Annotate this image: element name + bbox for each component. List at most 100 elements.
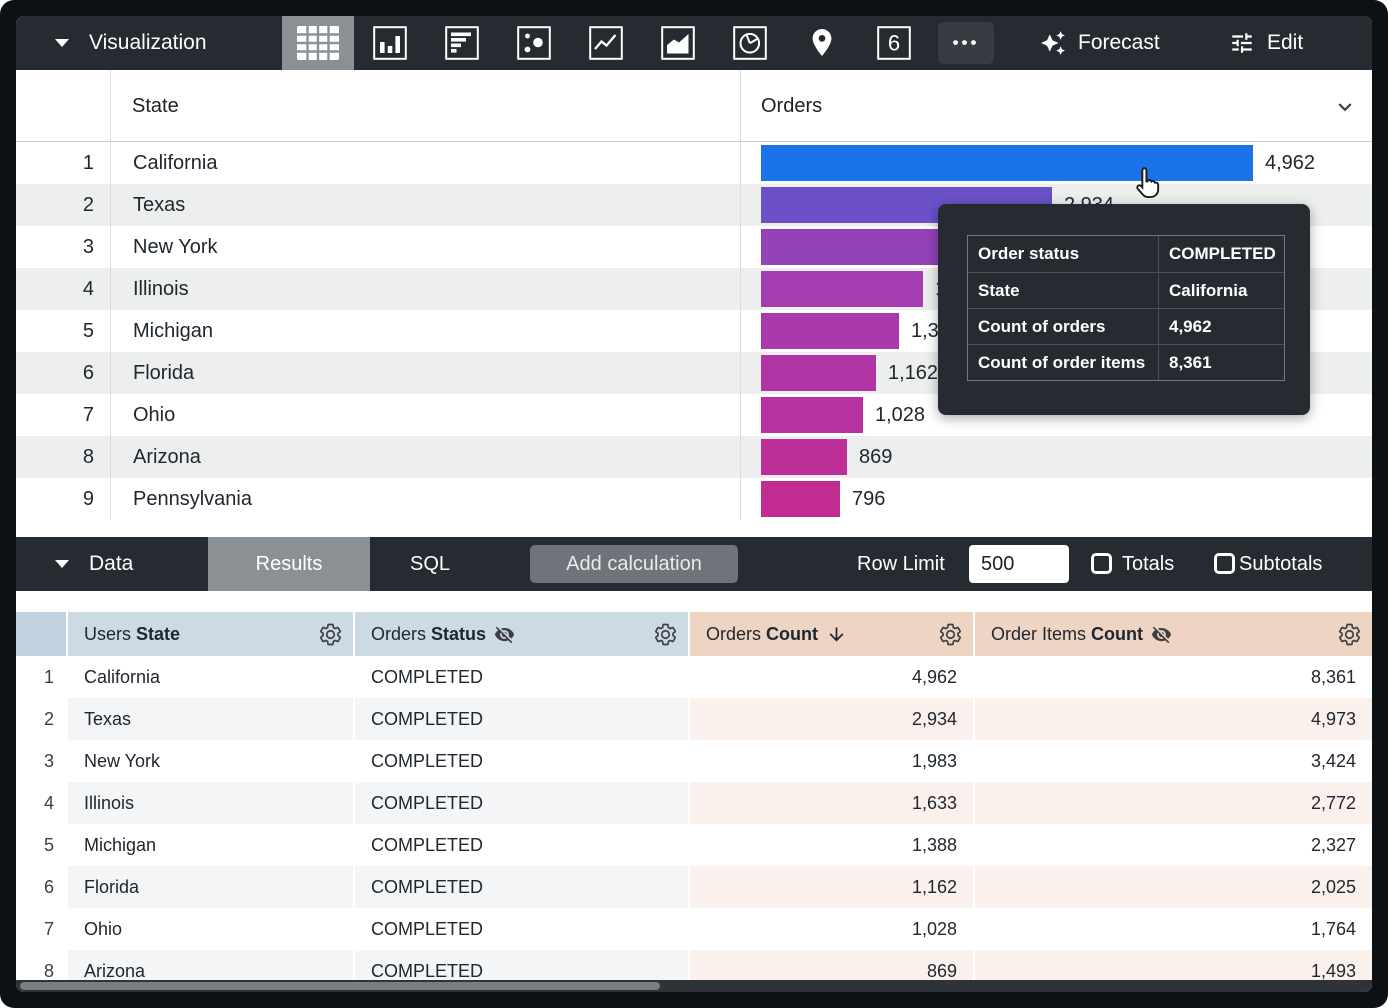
table-chart-icon <box>297 26 339 60</box>
table-row[interactable]: 4 Illinois COMPLETED 1,633 2,772 <box>16 782 1372 824</box>
visualization-section-toggle[interactable]: Visualization <box>16 16 282 70</box>
chevron-down-icon[interactable] <box>1332 94 1358 120</box>
gear-icon[interactable] <box>653 622 678 652</box>
orders-bar[interactable] <box>761 439 847 475</box>
viz-orders-header[interactable]: Orders <box>740 70 1372 142</box>
viz-table-row: 9 Pennsylvania 796 <box>16 478 1372 520</box>
area-chart-icon <box>661 26 695 60</box>
viz-state-cell: Pennsylvania <box>110 478 740 520</box>
viz-table-header: State Orders <box>16 70 1372 142</box>
status-cell: COMPLETED <box>355 824 690 866</box>
bar-value-label: 4,962 <box>1265 151 1316 174</box>
more-options-icon: ••• <box>938 22 994 64</box>
viz-state-header[interactable]: State <box>110 70 740 142</box>
table-row[interactable]: 5 Michigan COMPLETED 1,388 2,327 <box>16 824 1372 866</box>
visualization-title: Visualization <box>89 31 207 54</box>
column-header-order-items-count[interactable]: Order Items Count <box>975 612 1372 656</box>
hand-cursor <box>1136 167 1160 198</box>
tooltip-label: Count of orders <box>968 309 1159 344</box>
tooltip-row: Count of order items 8,361 <box>968 344 1284 380</box>
chart-type-map[interactable] <box>786 16 858 70</box>
orders-count-cell: 2,934 <box>690 698 975 740</box>
edit-button[interactable]: Edit <box>1229 16 1303 70</box>
table-row[interactable]: 7 Ohio COMPLETED 1,028 1,764 <box>16 908 1372 950</box>
viz-row-number: 6 <box>82 362 94 384</box>
chart-type-line[interactable] <box>570 16 642 70</box>
chart-type-more[interactable]: ••• <box>930 16 1002 70</box>
chart-type-single-value[interactable]: 6 <box>858 16 930 70</box>
viz-table-row: 7 Ohio 1,028 <box>16 394 1372 436</box>
collapse-triangle-icon <box>55 39 69 47</box>
forecast-button[interactable]: Forecast <box>1040 16 1160 70</box>
tab-sql[interactable]: SQL <box>409 552 451 575</box>
totals-checkbox[interactable] <box>1091 553 1112 574</box>
data-table-header: Users State Orders Status Orders Count <box>16 612 1372 656</box>
state-cell: Ohio <box>68 908 355 950</box>
scrollbar-thumb[interactable] <box>20 982 660 990</box>
data-rownum-header <box>16 612 68 656</box>
viz-row-number: 8 <box>82 446 94 468</box>
chart-type-scatter[interactable] <box>498 16 570 70</box>
tune-icon <box>1232 33 1252 53</box>
state-cell: Florida <box>68 866 355 908</box>
orders-bar[interactable] <box>761 271 923 307</box>
line-chart-icon <box>589 26 623 60</box>
table-row[interactable]: 2 Texas COMPLETED 2,934 4,973 <box>16 698 1372 740</box>
tooltip-value: 4,962 <box>1169 316 1212 336</box>
status-cell: COMPLETED <box>355 698 690 740</box>
chart-type-area[interactable] <box>642 16 714 70</box>
data-title: Data <box>89 552 134 575</box>
row-limit-input[interactable] <box>969 545 1069 583</box>
gear-icon[interactable] <box>1337 622 1362 652</box>
hidden-column-icon <box>494 624 515 645</box>
hidden-column-icon <box>1151 624 1172 645</box>
viz-row-number: 7 <box>82 404 94 426</box>
column-header-orders-count[interactable]: Orders Count <box>690 612 975 656</box>
tooltip-row: Count of orders 4,962 <box>968 308 1284 344</box>
order-items-count-cell: 1,764 <box>1310 919 1356 939</box>
viz-row-number: 3 <box>82 236 94 258</box>
orders-bar[interactable] <box>761 313 899 349</box>
tooltip-table: Order status COMPLETED State California … <box>967 235 1285 381</box>
horizontal-scrollbar[interactable] <box>16 980 1372 992</box>
orders-bar[interactable] <box>761 397 863 433</box>
totals-label: Totals <box>1122 552 1175 575</box>
row-number: 7 <box>16 908 68 950</box>
order-items-count-cell: 3,424 <box>1310 751 1356 771</box>
subtotals-checkbox[interactable] <box>1214 553 1235 574</box>
horizontal-bar-chart-icon <box>445 26 479 60</box>
column-header-orders-status[interactable]: Orders Status <box>355 612 690 656</box>
viz-state-cell: California <box>110 142 740 184</box>
orders-bar[interactable] <box>761 229 958 265</box>
table-row[interactable]: 1 California COMPLETED 4,962 8,361 <box>16 656 1372 698</box>
order-items-count-cell: 4,973 <box>975 698 1372 740</box>
add-calculation-button[interactable]: Add calculation <box>530 545 738 583</box>
chart-type-pie[interactable] <box>714 16 786 70</box>
svg-text:6: 6 <box>888 31 900 56</box>
table-row[interactable]: 3 New York COMPLETED 1,983 3,424 <box>16 740 1372 782</box>
orders-bar[interactable] <box>761 145 1253 181</box>
chart-type-horizontal-bar[interactable] <box>426 16 498 70</box>
edit-label: Edit <box>1267 31 1304 54</box>
column-header-users-state[interactable]: Users State <box>68 612 355 656</box>
gear-icon[interactable] <box>318 622 343 652</box>
orders-bar[interactable] <box>761 355 876 391</box>
viz-state-cell: Arizona <box>110 436 740 478</box>
viz-row-number: 4 <box>82 278 94 300</box>
bar-chart-icon <box>373 26 407 60</box>
data-section-toggle[interactable]: Data <box>16 537 208 591</box>
order-items-count-cell: 2,772 <box>975 782 1372 824</box>
gear-icon[interactable] <box>938 622 963 652</box>
tab-results[interactable]: Results <box>208 537 370 591</box>
bar-hover-tooltip: Order status COMPLETED State California … <box>938 204 1310 415</box>
table-row[interactable]: 6 Florida COMPLETED 1,162 2,025 <box>16 866 1372 908</box>
row-limit-label: Row Limit <box>857 552 945 575</box>
row-number: 5 <box>16 824 68 866</box>
state-cell: California <box>68 656 355 698</box>
visualization-toolbar: Visualization <box>16 16 1372 70</box>
orders-bar[interactable] <box>761 481 840 517</box>
orders-count-cell: 1,983 <box>690 740 975 782</box>
chart-type-bar[interactable] <box>354 16 426 70</box>
chart-type-table-selected[interactable] <box>282 16 354 70</box>
chart-type-switcher: 6 ••• <box>354 16 1002 70</box>
